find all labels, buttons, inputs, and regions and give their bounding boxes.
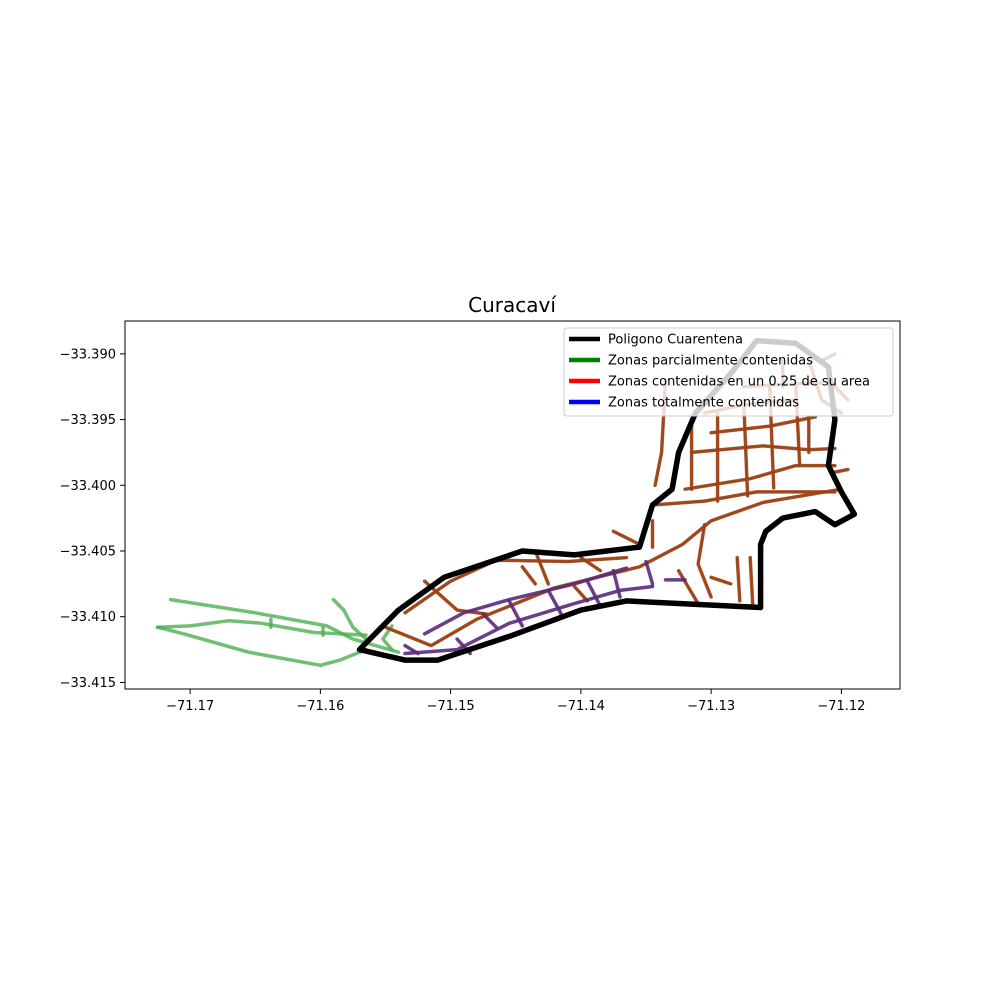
quarter-zone-street (612, 530, 641, 546)
y-tick-label: −33.400 (60, 479, 116, 494)
total-zone-street (403, 584, 655, 656)
y-tick-label: −33.415 (60, 676, 116, 691)
y-tick-label: −33.410 (60, 610, 116, 625)
quarter-zone-street-base (696, 522, 713, 599)
partial-zone-street (155, 618, 368, 637)
quarter-zone-street (579, 556, 602, 572)
quarter-zone-street (521, 565, 537, 586)
y-tick-label: −33.390 (60, 347, 116, 362)
quarter-zone-street (709, 576, 732, 586)
quarter-zone-street (748, 556, 755, 608)
total-zone-street (507, 599, 525, 628)
legend: Poligono Cuarentena Zonas parcialmente co… (563, 327, 894, 417)
x-tick-label: −71.17 (166, 699, 214, 714)
quarter-zone-street (534, 549, 550, 586)
x-tick-label: −71.12 (817, 699, 865, 714)
axes: −71.17 −71.16 −71.15 −71.14 −71.13 −71.12 −33.… (60, 320, 901, 714)
quarter-zone-street (423, 579, 489, 616)
quarantine-polygon (356, 337, 858, 663)
quarter-zone-street (677, 569, 700, 605)
x-tick-label: −71.15 (427, 699, 475, 714)
x-tick-label: −71.13 (687, 699, 735, 714)
legend-label: Zonas parcialmente contenidas (608, 354, 813, 369)
y-tick-label: −33.405 (60, 545, 116, 560)
quarter-zone-street (690, 444, 837, 454)
chart-title: Curacaví (468, 293, 557, 317)
axes-frame (124, 320, 901, 690)
legend-label: Zonas totalmente contenidas (608, 396, 799, 411)
quarter-zone-street (384, 487, 843, 647)
x-tick-label: −71.16 (296, 699, 344, 714)
quarter-zone-street-base (383, 487, 844, 648)
total-zone-street (481, 612, 498, 629)
quarter-zone-street (651, 490, 837, 507)
y-tick-label: −33.395 (60, 413, 116, 428)
total-zone-street (585, 579, 603, 608)
quarter-zone-street (833, 468, 850, 474)
legend-label: Zonas contenidas en un 0.25 de su area (608, 375, 870, 390)
x-tick-label: −71.14 (557, 699, 605, 714)
quarter-zone-street (735, 556, 742, 603)
partial-zone-street (331, 597, 368, 641)
partial-zone-street (155, 625, 368, 668)
quarter-zone-street (573, 585, 589, 603)
legend-label: Poligono Cuarentena (608, 333, 743, 348)
total-zone-street (611, 568, 622, 599)
total-zone-street (403, 643, 420, 656)
legend-box (563, 327, 894, 417)
total-zone-street (546, 588, 564, 616)
total-zone-street (644, 559, 655, 586)
quarter-zone-street (696, 523, 713, 599)
